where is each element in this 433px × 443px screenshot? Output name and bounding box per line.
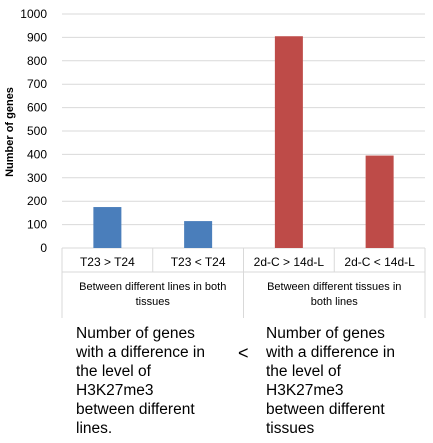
bar <box>184 221 213 248</box>
bar <box>365 155 394 248</box>
y-tick-label: 600 <box>27 101 47 115</box>
y-tick-label: 900 <box>27 30 47 44</box>
bar <box>93 207 122 248</box>
y-tick-label: 1000 <box>20 7 47 21</box>
x-tick-label: T23 < T24 <box>171 255 226 269</box>
x-tick-label: 2d-C < 14d-L <box>344 255 415 269</box>
x-tick-label: 2d-C > 14d-L <box>254 255 325 269</box>
group-label: Between different tissues in both lines <box>267 281 401 308</box>
y-axis-ticks: 0 100 200 300 400 500 600 700 800 900 1000 <box>20 7 47 255</box>
y-tick-label: 500 <box>27 124 47 138</box>
group-label: Between different lines in both tissues <box>79 281 226 308</box>
less-than-sign: < <box>238 343 249 363</box>
bar <box>274 36 303 249</box>
y-tick-label: 300 <box>27 171 47 185</box>
bar-chart: 0 100 200 300 400 500 600 700 800 900 1000 T23 > T… <box>4 7 426 318</box>
x-tick-label: T23 > T24 <box>80 255 135 269</box>
y-tick-label: 800 <box>27 54 47 68</box>
y-tick-label: 400 <box>27 147 47 161</box>
bars <box>93 36 394 249</box>
group-labels: Between different lines in both tissues Be… <box>79 281 401 308</box>
y-axis-label: Number of genes <box>4 87 16 177</box>
caption-lines: Number of genes with a difference in the… <box>76 325 205 437</box>
gridlines <box>62 13 425 249</box>
x-axis-ticks: T23 > T24 T23 < T24 2d-C > 14d-L 2d-C < 14d… <box>61 248 426 318</box>
caption-tissues: Number of genes with a difference in the… <box>266 325 395 437</box>
y-tick-label: 100 <box>27 218 47 232</box>
y-tick-label: 0 <box>40 241 47 255</box>
y-tick-label: 700 <box>27 77 47 91</box>
y-tick-label: 200 <box>27 194 47 208</box>
